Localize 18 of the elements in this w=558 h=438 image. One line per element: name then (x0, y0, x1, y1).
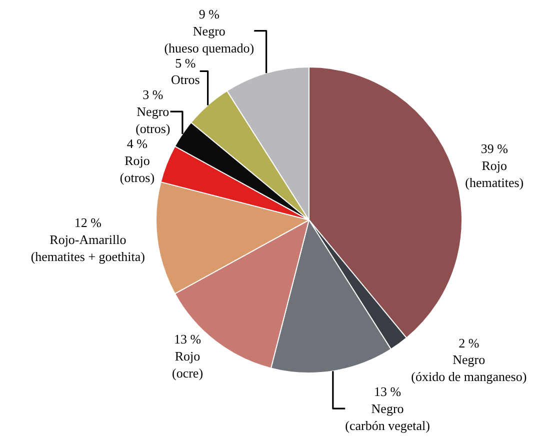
data-label: 12 % (74, 215, 102, 230)
slice-label: Rojo-Amarillo (hematites + goethita) (30, 232, 146, 264)
slice-label: Negro (otros) (136, 104, 170, 136)
slice-label: Negro (óxido de manganeso) (411, 352, 527, 384)
slice-label: Rojo (hematites) (465, 158, 524, 190)
data-label: 9 % (198, 6, 220, 22)
data-label: 13 % (174, 332, 202, 347)
data-label: 3 % (142, 87, 164, 102)
slice-label: Rojo (ocre) (172, 348, 204, 381)
data-label: 2 % (458, 335, 480, 350)
slice-label: Negro (hueso quemado) (164, 23, 254, 56)
data-label: 5 % (175, 55, 196, 70)
data-label: 39 % (480, 140, 508, 156)
data-label: 13 % (374, 384, 402, 400)
slice-label: Rojo (otros) (120, 152, 155, 185)
slice-label: Otros (170, 72, 200, 88)
data-label: 4 % (126, 136, 148, 151)
slice-label: Negro (carbón vegetal) (345, 401, 430, 433)
